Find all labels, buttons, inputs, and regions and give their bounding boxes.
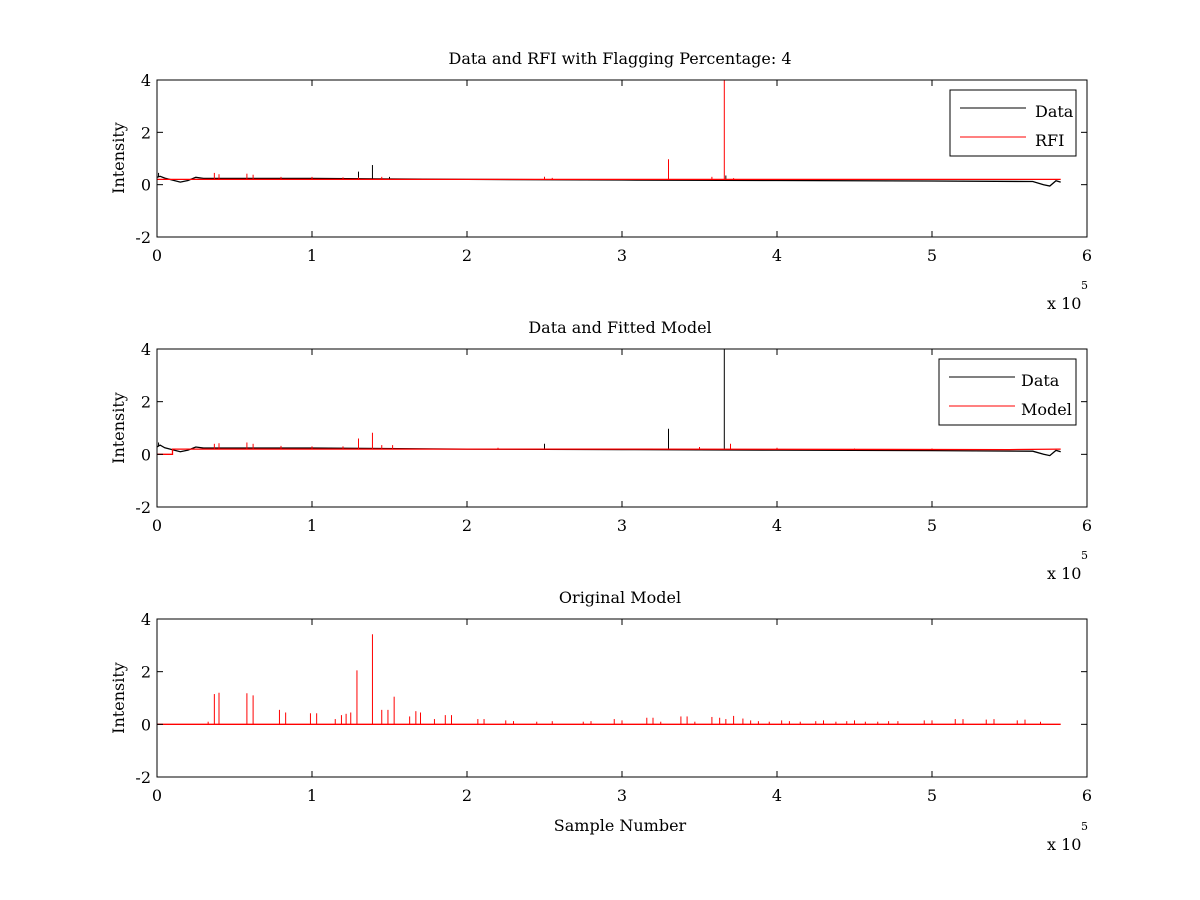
x-tick-label: 6 bbox=[1082, 786, 1092, 805]
x-tick-label: 1 bbox=[307, 786, 317, 805]
x-axis-label: Sample Number bbox=[554, 816, 687, 835]
x-tick-labels: 0 1 2 3 4 5 6 bbox=[152, 786, 1092, 805]
x-tick-label: 0 bbox=[152, 516, 162, 535]
x-tick-label: 4 bbox=[772, 786, 782, 805]
x-tick-label: 3 bbox=[617, 786, 627, 805]
y-tick-label: 0 bbox=[141, 176, 151, 195]
panel-data-and-fitted-model: Data and Fitted Model Intensity x 10 5 0… bbox=[109, 318, 1092, 583]
legend: Data Model bbox=[938, 358, 1077, 426]
x-tick-label: 4 bbox=[772, 516, 782, 535]
y-tick-label: 4 bbox=[141, 71, 151, 90]
y-tick-label: -2 bbox=[135, 498, 151, 517]
panel-data-and-rfi: Data and RFI with Flagging Percentage: 4… bbox=[109, 49, 1092, 313]
x-tick-label: 1 bbox=[307, 516, 317, 535]
x-exponent-label: x 10 bbox=[1047, 835, 1081, 854]
x-tick-label: 5 bbox=[927, 786, 937, 805]
x-tick-label: 2 bbox=[462, 246, 472, 265]
legend: Data RFI bbox=[949, 89, 1077, 157]
legend-box bbox=[949, 89, 1077, 157]
x-tick-label: 4 bbox=[772, 246, 782, 265]
y-tick-label: -2 bbox=[135, 768, 151, 787]
x-tick-label: 0 bbox=[152, 246, 162, 265]
y-axis-label: Intensity bbox=[109, 662, 128, 734]
y-tick-labels: 4 2 0 -2 bbox=[135, 71, 151, 247]
panel-original-model: Original Model Intensity Sample Number x… bbox=[109, 588, 1092, 854]
series-layer bbox=[157, 349, 1061, 457]
x-tick-label: 2 bbox=[462, 516, 472, 535]
y-tick-label: 2 bbox=[141, 123, 151, 142]
axes-frame bbox=[156, 79, 1088, 238]
chart-title: Original Model bbox=[559, 588, 681, 607]
legend-label-rfi: RFI bbox=[1035, 131, 1064, 150]
legend-label-data: Data bbox=[1035, 102, 1074, 121]
y-tick-labels: 4 2 0 -2 bbox=[135, 610, 151, 787]
legend-box bbox=[938, 358, 1077, 426]
y-axis-label: Intensity bbox=[109, 122, 128, 194]
axes-frame bbox=[156, 618, 1088, 778]
y-tick-label: 2 bbox=[141, 393, 151, 412]
axes-frame bbox=[156, 348, 1088, 508]
y-tick-label: 4 bbox=[141, 340, 151, 359]
x-tick-label: 6 bbox=[1082, 246, 1092, 265]
y-axis-label: Intensity bbox=[109, 392, 128, 464]
x-exponent-power: 5 bbox=[1081, 279, 1088, 292]
x-tick-label: 1 bbox=[307, 246, 317, 265]
y-tick-label: -2 bbox=[135, 228, 151, 247]
x-tick-label: 3 bbox=[617, 246, 627, 265]
x-tick-label: 0 bbox=[152, 786, 162, 805]
x-tick-labels: 0 1 2 3 4 5 6 bbox=[152, 246, 1092, 265]
x-tick-label: 6 bbox=[1082, 516, 1092, 535]
chart-title: Data and Fitted Model bbox=[528, 318, 711, 337]
series-layer bbox=[157, 634, 1061, 725]
y-tick-label: 4 bbox=[141, 610, 151, 629]
x-tick-label: 3 bbox=[617, 516, 627, 535]
y-tick-labels: 4 2 0 -2 bbox=[135, 340, 151, 517]
x-exponent-label: x 10 bbox=[1047, 294, 1081, 313]
y-tick-label: 0 bbox=[141, 715, 151, 734]
chart-title: Data and RFI with Flagging Percentage: 4 bbox=[448, 49, 791, 68]
x-exponent-power: 5 bbox=[1081, 820, 1088, 833]
legend-label-data: Data bbox=[1021, 371, 1060, 390]
x-tick-label: 5 bbox=[927, 516, 937, 535]
y-tick-label: 2 bbox=[141, 663, 151, 682]
legend-label-model: Model bbox=[1021, 400, 1072, 419]
series-line-model bbox=[157, 448, 1061, 455]
x-exponent-label: x 10 bbox=[1047, 564, 1081, 583]
x-exponent-power: 5 bbox=[1081, 549, 1088, 562]
x-tick-label: 2 bbox=[462, 786, 472, 805]
x-tick-labels: 0 1 2 3 4 5 6 bbox=[152, 516, 1092, 535]
x-tick-label: 5 bbox=[927, 246, 937, 265]
series-layer bbox=[157, 80, 1061, 187]
y-tick-label: 0 bbox=[141, 445, 151, 464]
